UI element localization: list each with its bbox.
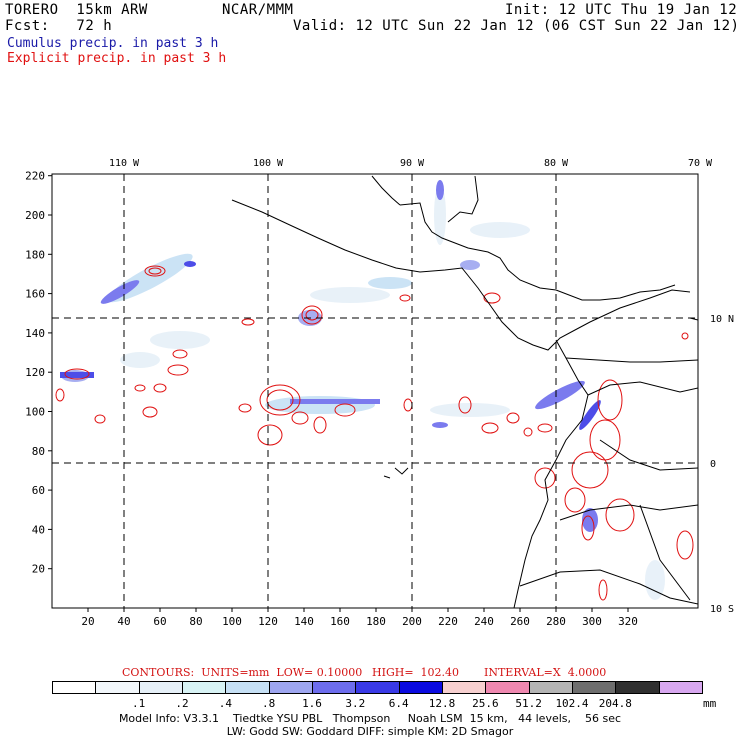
- x-tick-label: 140: [294, 615, 314, 628]
- color-swatch: [312, 681, 357, 694]
- cumulus-precip-label: Cumulus precip. in past 3 h: [7, 36, 219, 51]
- color-swatch: [442, 681, 487, 694]
- y-tick-label: 220: [25, 170, 45, 183]
- color-swatch: [615, 681, 660, 694]
- x-tick-label: 180: [366, 615, 386, 628]
- y-axis: 20 40 60 80 100 120 140 160 180 200 220: [25, 170, 52, 576]
- color-swatch: [52, 681, 97, 694]
- color-swatch: [485, 681, 530, 694]
- model-info-line1: Model Info: V3.3.1 Tiedtke YSU PBL Thomp…: [118, 712, 622, 725]
- map-frame: [51, 173, 699, 609]
- color-scale-label: 25.6: [472, 697, 499, 710]
- color-scale-label: .4: [218, 697, 232, 710]
- x-tick-label: 220: [438, 615, 458, 628]
- organization: NCAR/MMM: [222, 2, 294, 18]
- longitude-labels: 110 W 100 W 90 W 80 W 70 W: [109, 158, 713, 169]
- x-tick-label: 280: [546, 615, 566, 628]
- y-tick-label: 180: [25, 248, 45, 261]
- latitude-label: 10 S: [710, 604, 734, 615]
- y-tick-label: 40: [32, 523, 45, 536]
- y-tick-label: 120: [25, 366, 45, 379]
- explicit-precip-label: Explicit precip. in past 3 h: [7, 51, 227, 66]
- x-tick-label: 60: [153, 615, 166, 628]
- x-tick-label: 100: [222, 615, 242, 628]
- color-swatch: [268, 681, 313, 694]
- y-tick-label: 80: [32, 445, 45, 458]
- color-scale-label: 6.4: [388, 697, 409, 710]
- color-scale-label: .2: [175, 697, 189, 710]
- longitude-label: 110 W: [109, 158, 140, 169]
- color-swatch: [138, 681, 183, 694]
- color-scale-label: 102.4: [555, 697, 589, 710]
- x-tick-label: 20: [81, 615, 94, 628]
- coastlines: [231, 175, 698, 608]
- x-tick-label: 80: [189, 615, 202, 628]
- color-scale-label: 3.2: [345, 697, 366, 710]
- contour-interval: INTERVAL=X 4.0000: [484, 666, 607, 679]
- longitude-label: 100 W: [253, 158, 284, 169]
- model-info-line2: LW: Godd SW: Goddard DIFF: simple KM: 2D…: [226, 725, 514, 738]
- x-tick-label: 200: [402, 615, 422, 628]
- contour-info: CONTOURS: UNITS=mm LOW= 0.10000 HIGH= 10…: [122, 666, 606, 718]
- x-tick-label: 300: [582, 615, 602, 628]
- longitude-label: 70 W: [688, 158, 713, 169]
- color-swatch: [225, 681, 270, 694]
- explicit-precip-contours: [55, 265, 694, 601]
- color-scale-units: mm: [703, 697, 717, 710]
- color-scale-label: 1.6: [302, 697, 322, 710]
- color-swatch: [398, 681, 443, 694]
- longitude-label: 90 W: [400, 158, 425, 169]
- color-scale-label: 51.2: [515, 697, 542, 710]
- color-swatch: [182, 681, 227, 694]
- latitude-label: 10 N: [710, 314, 734, 325]
- contour-units: CONTOURS: UNITS=mm LOW= 0.10000: [122, 666, 363, 679]
- color-scale-label: .1: [132, 697, 146, 710]
- color-swatch: [355, 681, 400, 694]
- init-time: Init: 12 UTC Thu 19 Jan 12: [505, 2, 738, 18]
- x-tick-label: 40: [117, 615, 130, 628]
- contour-high: HIGH= 102.40: [372, 666, 460, 679]
- x-tick-label: 120: [258, 615, 278, 628]
- y-tick-label: 60: [32, 484, 45, 497]
- y-tick-label: 160: [25, 288, 45, 301]
- y-tick-label: 20: [32, 563, 45, 576]
- latitude-label: 0: [710, 459, 716, 470]
- longitude-label: 80 W: [544, 158, 569, 169]
- color-scale-label: .8: [262, 697, 276, 710]
- x-tick-label: 160: [330, 615, 350, 628]
- graticule: [52, 174, 698, 608]
- color-swatch: [528, 681, 573, 694]
- x-tick-label: 320: [618, 615, 638, 628]
- y-tick-label: 140: [25, 327, 45, 340]
- forecast-hour: Fcst: 72 h: [5, 18, 113, 34]
- y-tick-label: 200: [25, 209, 45, 222]
- color-scale-label: 204.8: [598, 697, 632, 710]
- color-swatch: [95, 681, 140, 694]
- model-name: TORERO 15km ARW: [5, 2, 148, 18]
- y-tick-label: 100: [25, 406, 45, 419]
- color-swatch: [658, 681, 703, 694]
- color-scale-label: 12.8: [428, 697, 456, 710]
- x-tick-label: 260: [510, 615, 530, 628]
- cumulus-precip-shading: [60, 180, 665, 600]
- x-axis: 20 40 60 80 100 120 140 160 180 200 220 240 260 280 30…: [81, 608, 638, 628]
- valid-time: Valid: 12 UTC Sun 22 Jan 12 (06 CST Sun …: [293, 18, 740, 34]
- latitude-labels: 10 N 0 10 S: [710, 314, 734, 615]
- color-swatch: [572, 681, 617, 694]
- x-tick-label: 240: [474, 615, 494, 628]
- precip-map: 20 40 60 80 100 120 140 160 180 200 220 240 260 280 30…: [25, 158, 734, 628]
